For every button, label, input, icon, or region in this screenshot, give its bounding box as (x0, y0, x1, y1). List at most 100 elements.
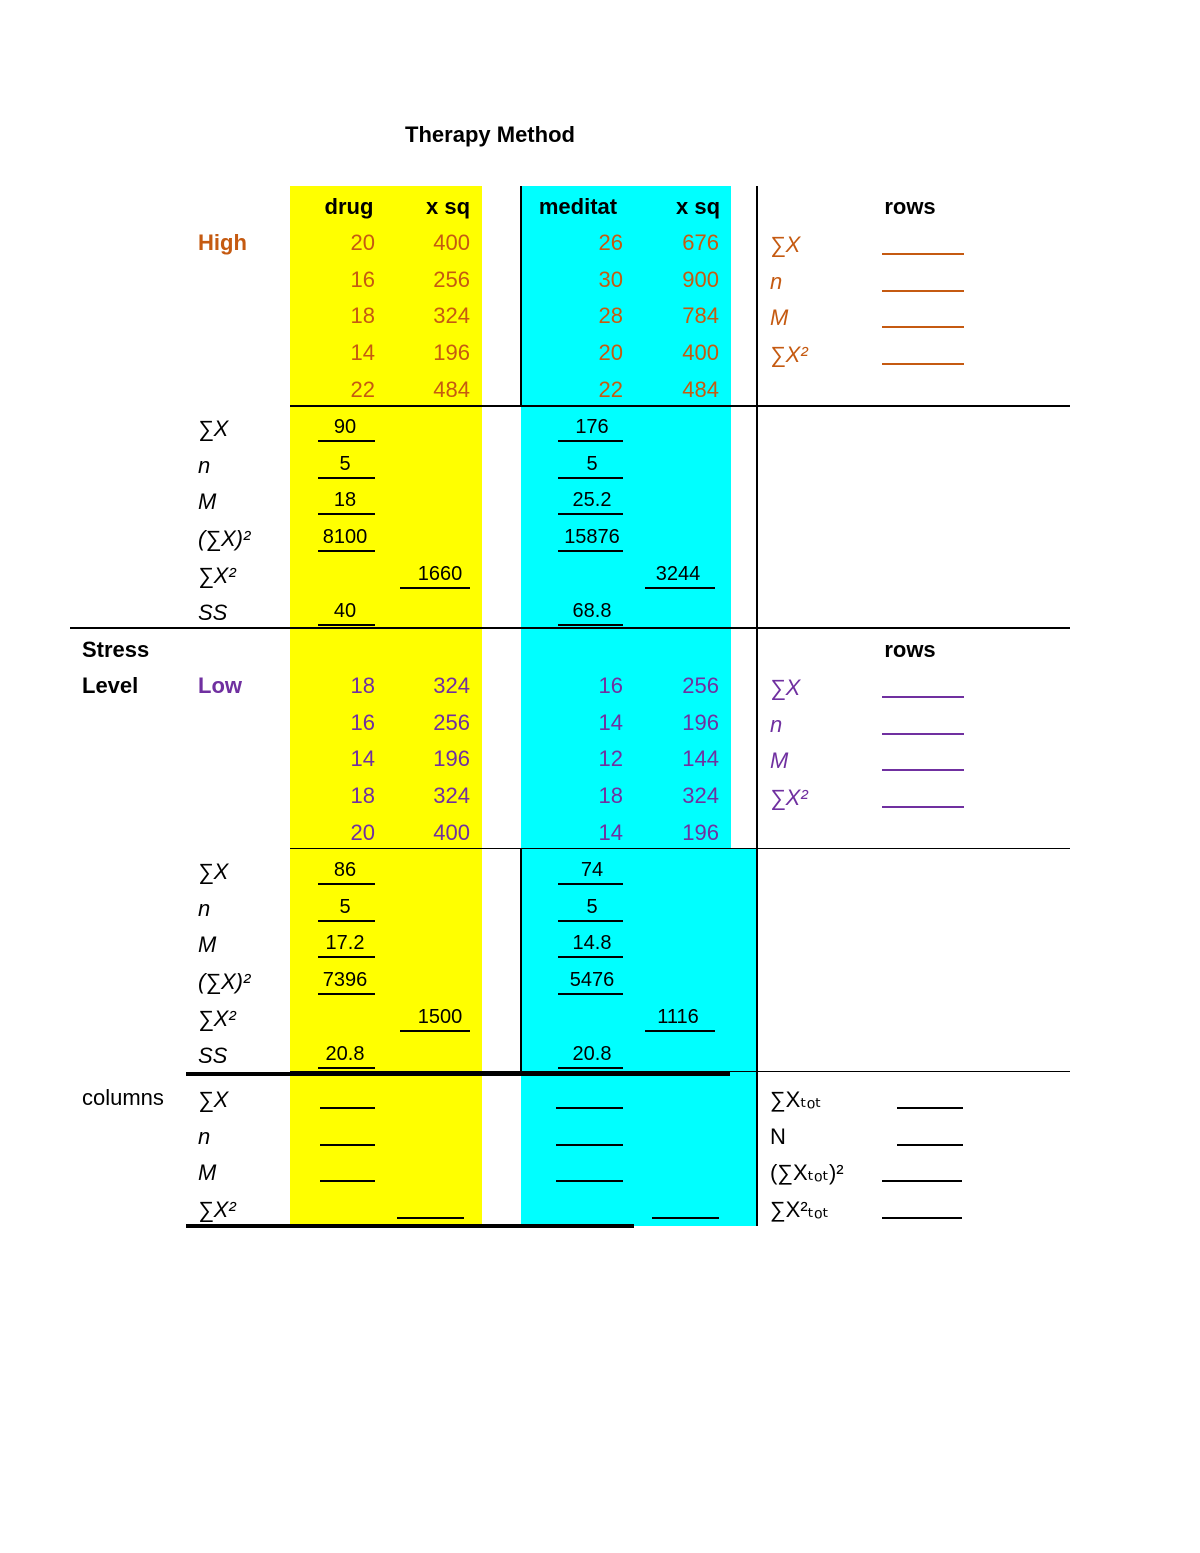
cell: 22 (598, 376, 623, 402)
cell: 28 (598, 303, 623, 329)
blank-line (318, 883, 375, 885)
cell: 20 (350, 819, 375, 845)
stat-label: SS (198, 1042, 228, 1068)
blank-line (318, 956, 375, 959)
blank-line (318, 550, 375, 553)
cyan-band (731, 848, 757, 1226)
blank-line (882, 363, 964, 366)
blank-line (400, 586, 470, 589)
cell: 196 (433, 746, 470, 772)
cell: 16 (598, 673, 623, 698)
handwritten-value: 3244 (655, 562, 701, 585)
handwritten-value: 5 (586, 895, 598, 918)
stat-label: (∑X)² (198, 526, 251, 552)
cell: 16 (350, 266, 375, 292)
blank-line (558, 476, 623, 479)
cell: 14 (350, 746, 375, 772)
blank-line (558, 919, 623, 922)
cell: 14 (598, 709, 623, 735)
blank-line (320, 1143, 375, 1146)
column-header: x sq (425, 194, 471, 219)
blank-line (556, 1143, 623, 1146)
row-stat-label: M (770, 305, 789, 331)
vline (520, 186, 522, 406)
cell: 14 (350, 340, 375, 366)
group-label: High (198, 230, 247, 255)
handwritten-value: 20.8 (325, 1042, 365, 1065)
cell: 18 (350, 673, 375, 698)
blank-line (882, 732, 964, 735)
blank-line (556, 1180, 623, 1183)
cell: 256 (433, 266, 470, 292)
column-header: x sq (675, 194, 721, 219)
handwritten-value: 74 (580, 859, 604, 881)
column-stat-label: n (198, 1123, 211, 1149)
blank-line (558, 440, 623, 442)
column-header: drug (324, 194, 374, 219)
handwritten-value: 1660 (417, 562, 463, 585)
blank-line (556, 1107, 623, 1109)
blank-line (320, 1180, 375, 1183)
handwritten-value: 17.2 (325, 932, 365, 955)
hline (70, 627, 1070, 629)
blank-line (897, 1143, 963, 1146)
blank-line (397, 1217, 464, 1220)
rows-title: rows (884, 637, 936, 662)
row-stat-label: ∑X² (770, 785, 808, 811)
handwritten-value: 68.8 (572, 599, 612, 622)
handwritten-value: 1116 (657, 1005, 699, 1028)
handwritten-value: 86 (333, 859, 357, 881)
blank-line (645, 586, 715, 589)
factor-label: Level (82, 673, 139, 698)
cell: 22 (350, 376, 375, 402)
stat-label: M (198, 489, 217, 515)
total-label: ∑X²ₜₒₜ (770, 1197, 829, 1223)
handwritten-value: 1500 (417, 1005, 463, 1028)
blank-line (558, 1066, 623, 1069)
blank-line (318, 476, 375, 479)
blank-line (882, 1217, 962, 1220)
cell: 324 (433, 673, 470, 698)
handwritten-value: 8100 (322, 526, 368, 549)
blank-line (318, 1066, 375, 1069)
handwritten-value: 5 (339, 895, 351, 918)
cell: 30 (598, 266, 623, 292)
column-stat-label: ∑X (198, 1087, 229, 1112)
stat-label: (∑X)² (198, 969, 251, 995)
stat-label: ∑X (198, 859, 229, 884)
hline (290, 848, 1070, 849)
cell: 14 (598, 819, 623, 845)
blank-line (882, 289, 964, 292)
cell: 400 (682, 340, 719, 366)
handwritten-value: 15876 (564, 526, 620, 549)
cell: 18 (598, 783, 623, 809)
hline (186, 1072, 730, 1076)
blank-line (558, 956, 623, 959)
row-stat-label: M (770, 748, 789, 774)
stat-label: ∑X² (198, 1005, 236, 1031)
cell: 256 (682, 673, 719, 698)
cell: 324 (433, 303, 470, 329)
hline (290, 405, 1070, 407)
cell: 26 (598, 230, 623, 255)
vline (520, 848, 522, 1074)
cell: 144 (682, 746, 719, 772)
cell: 196 (682, 819, 719, 845)
handwritten-value: 176 (575, 416, 609, 438)
column-header: meditat (538, 194, 618, 219)
total-label: (∑Xₜₒₜ)² (770, 1160, 844, 1186)
blank-line (882, 326, 964, 329)
handwritten-value: 5476 (569, 969, 615, 992)
cell: 484 (433, 376, 470, 402)
blank-line (558, 993, 623, 996)
cell: 18 (350, 303, 375, 329)
blank-line (318, 993, 375, 996)
column-stat-label: ∑X² (198, 1197, 236, 1223)
blank-line (318, 440, 375, 442)
blank-line (400, 1029, 470, 1032)
blank-line (318, 623, 375, 626)
cell: 676 (682, 230, 719, 255)
column-stat-label: M (198, 1160, 217, 1186)
row-stat-label: ∑X (770, 675, 801, 700)
cell: 196 (682, 709, 719, 735)
